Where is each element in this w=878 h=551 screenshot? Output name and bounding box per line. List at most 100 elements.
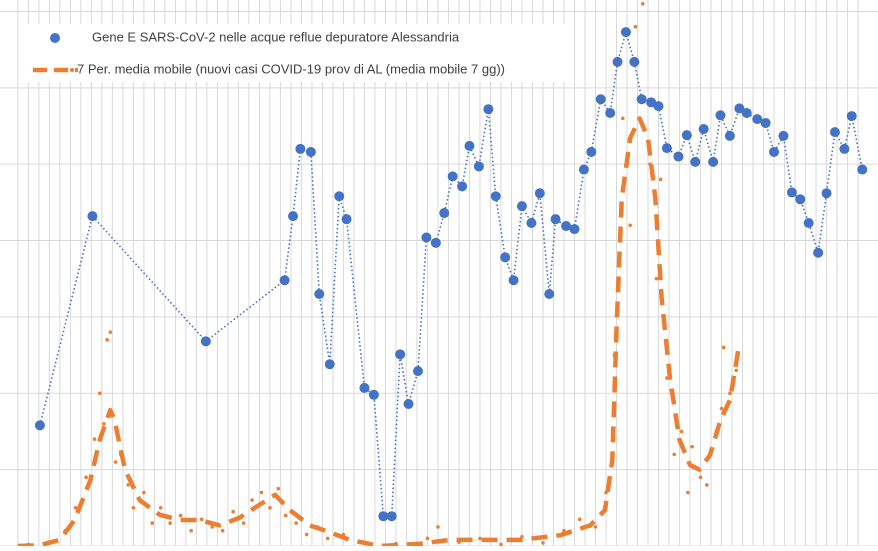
data-point [708,156,719,167]
data-point [795,194,806,205]
data-point [341,214,352,225]
daily-point [142,490,146,495]
legend-marker [50,33,60,43]
legend-label: 7 Per. media mobile (nuovi casi COVID-19… [77,61,505,76]
data-point [508,275,519,286]
data-point [403,398,414,409]
daily-point [268,506,272,510]
data-point [483,104,494,115]
daily-point [276,486,281,491]
data-point [778,130,789,141]
data-point [846,111,857,122]
data-point [698,124,709,135]
data-point [500,252,511,263]
data-point [334,191,345,202]
data-point [595,94,606,105]
data-point [586,146,597,157]
daily-point [734,368,739,373]
daily-point [721,345,726,350]
daily-point [178,513,183,518]
daily-point [294,521,298,525]
daily-point [728,391,732,396]
daily-point [640,2,645,6]
data-point [813,247,824,258]
data-point [550,214,561,225]
data-point [314,289,325,299]
legend-marker [70,68,74,72]
data-point [359,382,370,393]
daily-point [679,429,684,434]
data-point [279,275,290,286]
legend-label: Gene E SARS-CoV-2 nelle acque reflue dep… [92,29,460,44]
data-point [324,359,335,370]
daily-point [499,542,503,547]
data-point [490,191,501,202]
data-point [516,201,527,212]
daily-point [593,525,598,529]
daily-point [325,536,330,541]
data-point [612,56,623,67]
legend-background [25,24,565,82]
data-point [87,211,98,222]
data-point [473,161,484,172]
data-point [673,151,684,162]
daily-point [577,517,582,522]
data-point [681,130,692,141]
data-point [368,389,379,400]
daily-point [690,444,694,449]
data-point [786,187,797,198]
data-point [544,289,555,299]
daily-point [73,506,78,510]
daily-point [102,422,106,426]
daily-point [210,525,214,529]
data-point [605,108,616,119]
data-point [526,217,537,228]
data-point [561,221,572,232]
data-point [661,143,672,154]
data-point [288,211,299,222]
data-point [430,237,441,248]
data-point [646,97,657,108]
daily-point [719,406,724,411]
data-point [752,114,763,125]
data-point [760,117,771,128]
data-point [734,103,745,114]
data-point [578,164,589,175]
daily-point [705,483,709,487]
data-point [829,127,840,138]
data-point [653,101,664,112]
data-point [439,208,450,219]
daily-point [189,528,193,533]
data-point [857,164,868,175]
daily-point [199,517,204,522]
data-point [741,108,752,119]
daily-point [698,475,703,480]
daily-point [150,521,155,525]
moving-average-line [17,116,741,549]
data-point [769,146,780,157]
data-point [447,171,458,182]
data-point [803,217,814,228]
data-point [464,140,475,151]
daily-point [231,509,235,514]
data-point [569,224,580,235]
data-point [386,511,397,522]
data-point [715,110,726,121]
daily-point [541,541,545,545]
data-point [412,366,423,377]
data-point [395,349,406,360]
data-point [690,156,701,167]
daily-point [425,536,430,541]
daily-point [283,513,288,518]
daily-point [633,24,638,29]
data-point [295,143,306,154]
data-point [534,188,545,199]
daily-point [126,483,130,487]
daily-point [105,338,109,342]
data-point [629,56,640,67]
data-point [839,143,850,154]
daily-point [250,498,254,502]
daily-point [686,490,690,495]
daily-point [620,116,625,121]
daily-point [658,177,663,182]
